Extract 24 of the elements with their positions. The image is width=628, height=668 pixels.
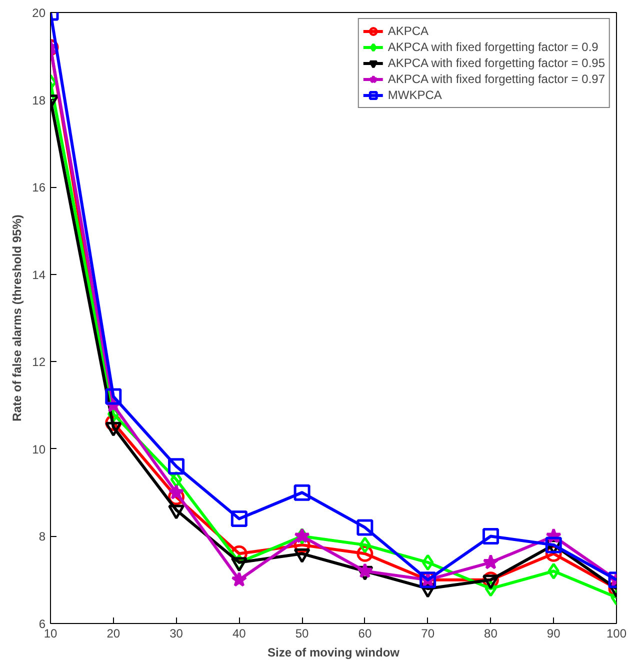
legend-label: AKPCA with fixed forgetting factor = 0.95 — [388, 56, 605, 70]
y-tick-label: 14 — [32, 268, 46, 282]
legend-label: AKPCA — [388, 24, 429, 38]
legend-label: MWKPCA — [388, 88, 442, 102]
y-tick-label: 20 — [32, 6, 46, 20]
x-tick-label: 70 — [421, 626, 435, 640]
x-tick-label: 90 — [546, 626, 561, 640]
x-tick-label: 100 — [606, 626, 627, 640]
x-tick-label: 40 — [232, 626, 246, 640]
y-tick-label: 18 — [32, 93, 46, 108]
y-tick-label: 16 — [32, 180, 46, 195]
x-axis-title: Size of moving window — [268, 646, 400, 660]
x-tick-label: 50 — [295, 626, 310, 640]
y-tick-label: 12 — [32, 355, 46, 370]
x-tick-label: 20 — [106, 626, 120, 640]
x-tick-label: 80 — [484, 626, 498, 640]
legend-label: AKPCA with fixed forgetting factor = 0.9 — [388, 40, 598, 54]
y-tick-label: 8 — [38, 530, 46, 544]
y-tick-label: 10 — [32, 442, 46, 456]
x-tick-label: 60 — [358, 626, 372, 640]
x-tick-label: 30 — [170, 626, 184, 640]
y-tick-label: 6 — [38, 617, 46, 631]
y-axis-title: Rate of false alarms (threshold 95%) — [10, 214, 24, 422]
legend-label: AKPCA with fixed forgetting factor = 0.97 — [388, 72, 605, 86]
